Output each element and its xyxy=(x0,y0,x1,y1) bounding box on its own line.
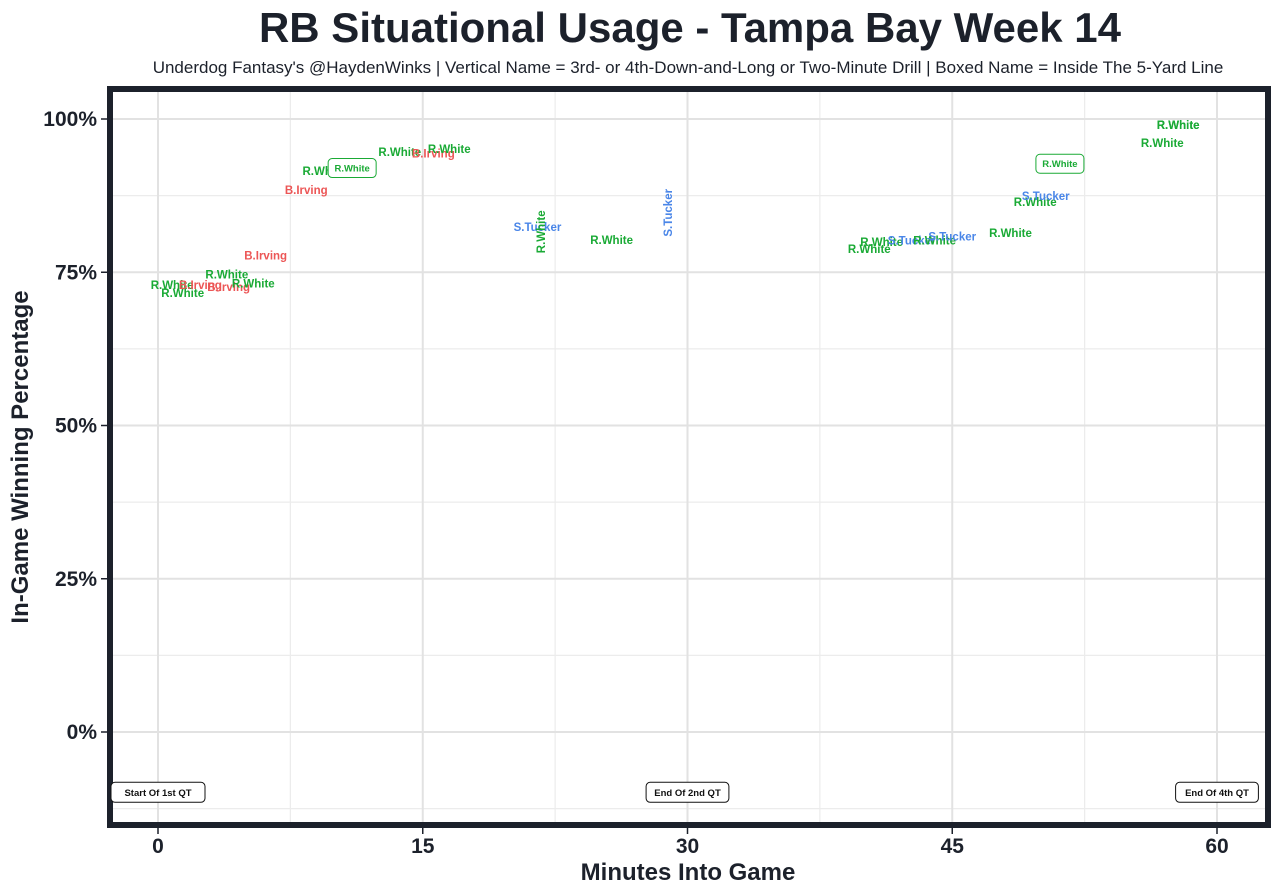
player-point-label: R.White xyxy=(989,228,1032,240)
player-point-label: R.White xyxy=(378,147,421,159)
player-point-label: R.White xyxy=(161,288,204,300)
plot-border xyxy=(107,86,1271,828)
grid-lines xyxy=(113,92,1265,822)
player-point-label: B.Irving xyxy=(412,148,455,160)
player-point-label: S.Tucker xyxy=(514,222,562,234)
x-axis-title: Minutes Into Game xyxy=(581,859,796,886)
quarter-annotation: End Of 4th QT xyxy=(1175,781,1259,803)
y-tick-label: 75% xyxy=(55,261,97,284)
player-point-label: R.White xyxy=(1014,197,1057,209)
annotation-label: Start Of 1st QT xyxy=(124,788,191,799)
x-tick-label: 30 xyxy=(676,835,699,858)
x-tick-label: 0 xyxy=(152,835,164,858)
player-point-label: B.Irving xyxy=(244,251,287,263)
annotation-label: End Of 2nd QT xyxy=(654,788,721,799)
annotation-label: End Of 4th QT xyxy=(1185,788,1249,799)
player-point-label: R.White xyxy=(428,144,471,156)
y-tick-label: 100% xyxy=(43,108,97,131)
x-tick-label: 15 xyxy=(411,835,435,858)
player-point-label: R.White xyxy=(1141,138,1184,150)
annotation-box xyxy=(645,781,730,803)
x-tick-label: 60 xyxy=(1205,835,1228,858)
y-tick-label: 50% xyxy=(55,415,97,438)
player-point-boxed: R.White xyxy=(1035,153,1085,174)
y-axis: 0% 25% 50% 75% 100% xyxy=(43,108,107,744)
player-point-label: R.White xyxy=(205,270,248,282)
player-point-label: S.Tucker xyxy=(928,232,976,244)
player-point-label: R.White xyxy=(590,235,633,247)
player-point-label: B.Irving xyxy=(285,185,328,197)
quarter-annotations: Start Of 1st QT End Of 2nd QT End Of 4th Q… xyxy=(110,781,1259,803)
player-point-label: R.White xyxy=(151,280,194,292)
annotation-box xyxy=(110,781,206,803)
chart-title: RB Situational Usage - Tampa Bay Week 14 xyxy=(259,4,1122,51)
y-axis-title: In-Game Winning Percentage xyxy=(7,290,34,623)
player-point-label: S.Tucker xyxy=(1022,191,1070,203)
player-point-label: R.White xyxy=(334,164,369,175)
annotation-box xyxy=(1175,781,1259,803)
player-point-label: R.White xyxy=(536,210,548,253)
player-point-label: S.Tucker xyxy=(663,188,675,236)
x-axis: 0 15 30 45 60 xyxy=(152,828,1229,858)
player-point-label: R.White xyxy=(848,244,891,256)
player-point-label: B.Irving xyxy=(207,282,250,294)
player-point-label: R.White xyxy=(1157,120,1200,132)
player-labels: R.WhiteR.WhiteB.IrvingR.WhiteB.IrvingR.W… xyxy=(151,120,1200,300)
quarter-annotation: Start Of 1st QT xyxy=(110,781,206,803)
y-tick-label: 0% xyxy=(67,721,98,744)
player-point-label: B.Irving xyxy=(179,280,222,292)
player-point-label: R.White xyxy=(913,235,956,247)
player-point-label: S.Tucker xyxy=(888,235,936,247)
quarter-annotation: End Of 2nd QT xyxy=(645,781,730,803)
player-label-box xyxy=(1035,153,1085,174)
chart-subtitle: Underdog Fantasy's @HaydenWinks | Vertic… xyxy=(153,58,1224,77)
player-point-label: R.White xyxy=(1042,159,1077,170)
y-tick-label: 25% xyxy=(55,568,97,591)
player-point-label: R.White xyxy=(860,237,903,249)
player-point-label: R.White xyxy=(1157,120,1200,132)
player-point-boxed: R.White xyxy=(327,158,377,179)
player-label-box xyxy=(327,158,377,179)
player-point-label: R.White xyxy=(232,278,275,290)
x-tick-label: 45 xyxy=(941,835,965,858)
